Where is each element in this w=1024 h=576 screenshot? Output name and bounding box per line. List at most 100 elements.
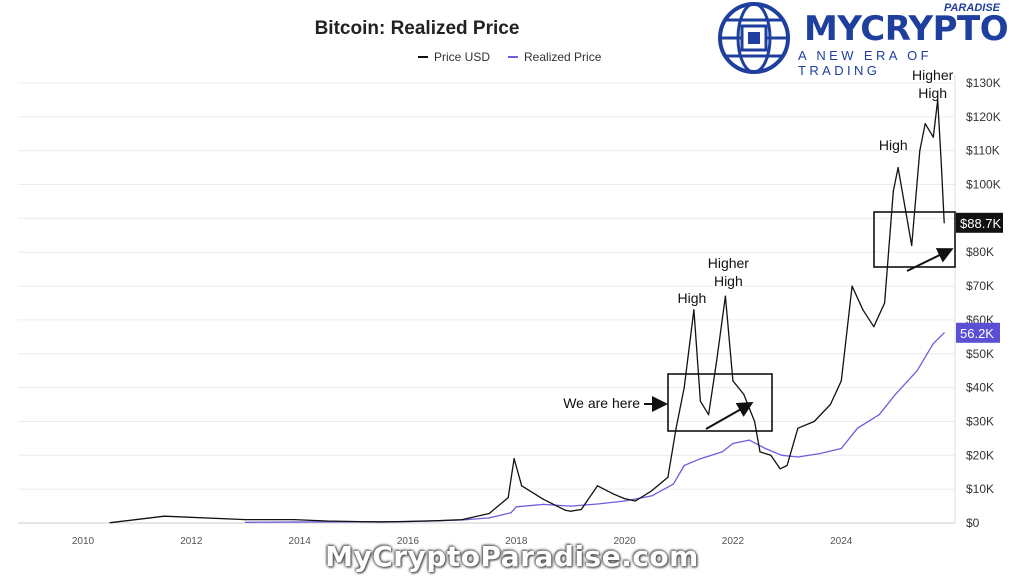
data-point (943, 332, 945, 334)
legend-item-price[interactable]: Price USD (418, 50, 490, 64)
data-point (786, 464, 788, 467)
data-point (699, 400, 702, 402)
arrow-up-icon (705, 402, 754, 430)
data-point (596, 485, 599, 487)
data-point (569, 505, 572, 507)
data-point (651, 495, 653, 497)
brand-logo: PARADISE MYCRYPTO A NEW ERA OF TRADING (712, 0, 1012, 78)
data-point (683, 387, 685, 389)
data-point (856, 427, 859, 429)
data-point (732, 380, 734, 382)
value-tag-bg (956, 322, 1000, 343)
data-point (244, 519, 247, 521)
grid-layer (18, 75, 956, 524)
y-tick-label: $110K (966, 144, 1000, 158)
data-point (873, 326, 875, 328)
data-point (515, 506, 517, 508)
x-tick-label: 2022 (722, 536, 745, 547)
data-point (163, 515, 165, 517)
data-point (797, 456, 799, 458)
data-point (840, 380, 842, 382)
data-point (672, 483, 674, 485)
data-point (580, 508, 582, 511)
y-tick-label: $120K (966, 110, 1001, 124)
x-tick-label: 2024 (830, 536, 853, 547)
y-tick-label: $100K (966, 178, 1001, 192)
data-point (510, 512, 512, 514)
x-tick-label: 2014 (289, 536, 312, 547)
data-point (667, 476, 669, 478)
data-point (916, 370, 918, 372)
data-point (919, 150, 921, 152)
data-point (634, 500, 637, 502)
y-axis-ticks: $0$10K$20K$30K$40K$50K$60K$70K$80K$90K$1… (966, 76, 1001, 530)
data-point (937, 99, 939, 101)
data-point (380, 521, 382, 523)
data-point (818, 453, 821, 455)
logo-tagline: A NEW ERA OF TRADING (798, 48, 932, 78)
legend-item-realized[interactable]: Realized Price (508, 50, 601, 64)
x-axis-ticks: 2010 2012 2014 2016 2018 2020 2022 2024 (72, 536, 853, 547)
x-tick-label: 2020 (613, 536, 636, 547)
x-tick-label: 2018 (505, 536, 528, 547)
data-point (699, 458, 702, 460)
data-point (862, 309, 864, 311)
data-point (542, 498, 544, 500)
value-tag-bg (956, 212, 1003, 233)
data-point (542, 503, 544, 505)
data-point (716, 359, 718, 362)
arrow-up-icon (906, 248, 954, 272)
data-point (326, 520, 328, 522)
data-point (932, 136, 934, 138)
annotation-label: We are here (563, 395, 640, 411)
annotation-label: Higher (912, 67, 954, 83)
value-tags: $88.7K 56.2K (956, 212, 1003, 343)
watermark-text: MyCryptoParadise.com (325, 540, 699, 573)
data-point (943, 222, 945, 224)
data-point (851, 285, 853, 287)
data-point (461, 519, 463, 521)
data-point (894, 393, 897, 395)
value-tag-label: $88.7K (960, 216, 1002, 231)
y-tick-label: $130K (966, 76, 1001, 90)
data-point (613, 493, 615, 495)
data-point (743, 393, 745, 395)
data-point (569, 510, 572, 512)
series-layer (109, 99, 945, 524)
data-point (434, 520, 436, 522)
data-point (488, 512, 490, 515)
annotation-label: High (678, 290, 707, 306)
data-point (651, 490, 653, 492)
data-point (770, 454, 772, 456)
data-point (513, 458, 515, 460)
data-point (596, 503, 599, 505)
annotation-label: Higher (708, 255, 750, 271)
data-point (564, 509, 566, 511)
y-tick-label: $40K (966, 381, 994, 395)
data-point (754, 420, 756, 423)
annotation-boxes (644, 211, 956, 432)
data-point (878, 414, 880, 416)
data-point (840, 447, 842, 450)
globe-icon (718, 2, 790, 74)
y-tick-label: $30K (966, 414, 994, 428)
data-point (724, 295, 726, 297)
value-tag-label: 56.2K (960, 326, 994, 341)
data-point (748, 439, 750, 441)
logo-wordmark: MYCRYPTO (804, 9, 1009, 49)
annotations-layer: High Higher High High Higher High We are here (563, 67, 953, 411)
data-point (813, 420, 815, 423)
data-point (521, 485, 523, 487)
data-point (293, 519, 295, 521)
data-point (892, 190, 894, 192)
annotation-box-2021 (667, 373, 773, 432)
y-tick-label: $50K (966, 347, 994, 361)
data-point (624, 498, 626, 500)
y-tick-label: $70K (966, 279, 994, 293)
legend-label-realized: Realized Price (524, 50, 602, 64)
data-point (797, 427, 799, 429)
data-point (897, 167, 899, 169)
legend-label-price: Price USD (434, 50, 491, 64)
data-point (940, 167, 943, 169)
